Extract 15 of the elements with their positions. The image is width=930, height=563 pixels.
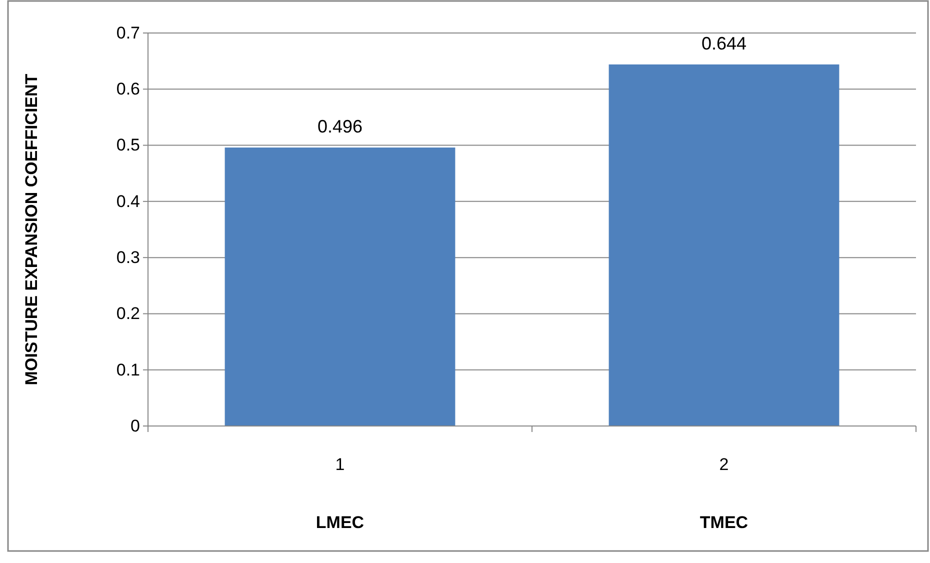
y-tick-label: 0.2 (116, 304, 140, 324)
text: LMEC (316, 513, 364, 532)
y-tick-label: 0.5 (116, 136, 140, 155)
data-label: 0.496 (317, 116, 363, 137)
y-tick-label: 0.1 (116, 360, 140, 380)
text: TMEC (700, 513, 748, 532)
data-label: 0.644 (701, 33, 747, 54)
y-tick-label: 0 (130, 416, 140, 436)
y-tick-label: 0.7 (116, 23, 140, 42)
y-tick-label: 0.4 (116, 192, 140, 211)
y-axis-title: MOISTURE EXPANSION COEFFICIENT (22, 73, 41, 386)
y-tick-label: 0.3 (116, 248, 140, 268)
x-tick-label: 2 (719, 455, 729, 474)
x-tick-label: 1 (335, 455, 345, 474)
y-tick-label: 0.6 (116, 80, 140, 99)
